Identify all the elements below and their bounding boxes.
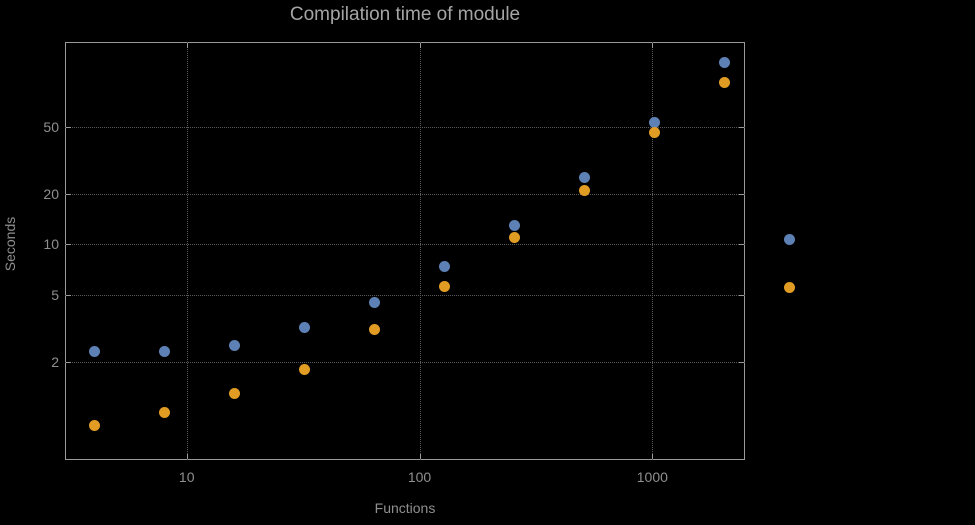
- x-tick-mark: [652, 454, 654, 459]
- y-tick-label: 2: [51, 353, 59, 370]
- data-point-blue: [439, 260, 450, 272]
- y-tick-mark: [66, 126, 71, 128]
- plot-area: [65, 42, 745, 460]
- data-point-blue: [158, 346, 170, 358]
- y-gridline: [65, 294, 745, 296]
- y-tick-mark: [66, 294, 71, 296]
- x-tick-mark: [419, 43, 421, 48]
- y-tick-mark: [739, 361, 744, 363]
- x-tick-mark: [186, 454, 188, 459]
- data-point-orange: [439, 281, 450, 293]
- data-point-orange: [88, 419, 100, 431]
- data-point-blue: [579, 171, 591, 183]
- chart-title: Compilation time of module: [289, 4, 521, 25]
- data-point-blue: [88, 346, 100, 358]
- legend-marker-blue: [784, 234, 795, 245]
- y-tick-mark: [739, 193, 744, 195]
- data-point-orange: [719, 76, 731, 88]
- data-point-blue: [719, 57, 731, 69]
- y-gridline: [65, 244, 745, 246]
- y-axis-label: Seconds: [2, 216, 18, 272]
- legend-marker-orange: [784, 282, 795, 293]
- y-tick-label: 20: [43, 185, 59, 202]
- data-point-orange: [509, 231, 521, 243]
- data-point-orange: [649, 127, 661, 139]
- x-tick-label: 10: [178, 469, 195, 485]
- x-tick-label: 100: [407, 469, 432, 485]
- x-tick-mark: [652, 43, 654, 48]
- x-gridline: [652, 42, 654, 460]
- data-point-orange: [368, 324, 380, 336]
- y-tick-label: 10: [43, 236, 59, 253]
- y-tick-mark: [66, 193, 71, 195]
- data-point-orange: [579, 184, 591, 196]
- x-tick-label: 1000: [636, 469, 668, 485]
- y-tick-mark: [739, 294, 744, 296]
- y-gridline: [65, 193, 745, 195]
- y-tick-label: 5: [51, 286, 59, 303]
- x-gridline: [186, 42, 188, 460]
- data-point-blue: [228, 339, 240, 351]
- y-gridline: [65, 126, 745, 128]
- data-point-orange: [228, 387, 240, 399]
- data-point-blue: [649, 117, 661, 129]
- data-point-orange: [158, 406, 170, 418]
- data-point-blue: [509, 219, 521, 231]
- y-tick-mark: [739, 126, 744, 128]
- data-point-orange: [298, 363, 310, 375]
- x-tick-mark: [186, 43, 188, 48]
- y-tick-label: 50: [43, 118, 59, 135]
- y-gridline: [65, 361, 745, 363]
- data-point-blue: [368, 297, 380, 309]
- x-gridline: [419, 42, 421, 460]
- x-tick-mark: [419, 454, 421, 459]
- data-point-blue: [298, 321, 310, 333]
- y-tick-mark: [66, 244, 71, 246]
- x-axis-label: Functions: [374, 500, 436, 516]
- y-tick-mark: [66, 361, 71, 363]
- y-tick-mark: [739, 244, 744, 246]
